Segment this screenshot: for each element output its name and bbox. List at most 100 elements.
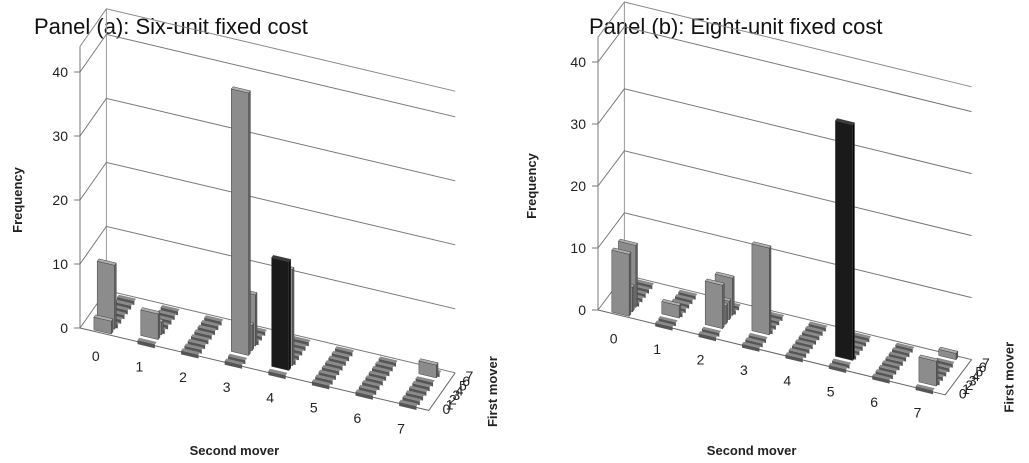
x-tick-label: 1	[136, 358, 144, 374]
zero-marker	[745, 337, 765, 344]
bar-side	[732, 275, 735, 317]
zero-marker	[117, 294, 137, 302]
zero-marker	[748, 332, 768, 340]
zero-marker	[358, 384, 378, 392]
zero-marker-side	[742, 343, 760, 352]
zero-marker	[785, 352, 805, 359]
x-tick-label: 3	[223, 379, 231, 395]
bar-side	[852, 121, 855, 362]
zero-marker	[742, 341, 762, 349]
zero-marker	[655, 320, 675, 327]
chart-panel-a: Panel (a): Six-unit fixed cost 0 10 20 30 40…	[0, 0, 514, 463]
bar	[230, 86, 251, 357]
zero-marker	[872, 373, 892, 380]
zero-marker	[157, 309, 177, 317]
bar-top	[271, 255, 292, 262]
z-tick-label: 10	[570, 240, 586, 256]
y-tick-label: 2	[965, 377, 973, 393]
y-tick-label: 6	[979, 359, 987, 375]
bar-side	[292, 266, 295, 367]
z-tick-label: 40	[570, 54, 586, 70]
x-tick-label: 1	[653, 341, 661, 357]
bar	[918, 354, 939, 387]
bar	[704, 278, 725, 330]
y-tick-label: 6	[462, 373, 470, 389]
y-axis-title: First mover	[485, 356, 500, 427]
x-tick-label: 0	[610, 330, 618, 346]
z-axis-title: Frequency	[524, 152, 539, 219]
zero-marker	[372, 365, 392, 373]
zero-marker	[634, 279, 654, 286]
zero-marker	[335, 346, 355, 353]
bar-side	[114, 262, 117, 331]
y-tick-label: 1	[962, 381, 970, 397]
zero-marker	[181, 348, 201, 355]
zero-marker	[204, 315, 224, 322]
x-tick-label: 5	[827, 383, 835, 399]
bar-side	[769, 245, 772, 336]
x-tick-label: 6	[354, 410, 362, 426]
bar-front	[751, 243, 770, 336]
zero-marker	[671, 298, 691, 305]
zero-marker	[801, 330, 821, 337]
y-tick-label: 7	[982, 355, 990, 371]
zero-marker	[415, 376, 435, 383]
zero-marker	[828, 362, 848, 370]
zero-marker	[268, 368, 288, 376]
bar-front	[704, 280, 723, 330]
bar-side	[248, 90, 251, 357]
zero-marker	[378, 356, 398, 363]
chart-walls	[597, 1, 973, 396]
z-axis-title: Frequency	[10, 166, 25, 233]
bar-side	[157, 310, 161, 341]
zero-marker	[321, 365, 341, 372]
z-tick-label: 30	[570, 116, 586, 132]
y-tick-label: 7	[466, 368, 474, 384]
zero-marker	[678, 289, 698, 297]
zero-marker	[935, 357, 955, 365]
zero-marker	[200, 320, 220, 327]
zero-marker	[228, 353, 248, 361]
zero-marker	[399, 399, 419, 407]
bar	[271, 255, 292, 372]
zero-marker	[895, 342, 915, 350]
bar-top	[661, 299, 682, 306]
bar	[751, 241, 772, 336]
bar-top	[611, 247, 632, 255]
zero-marker-side	[655, 322, 673, 331]
bars	[93, 86, 439, 379]
bar	[611, 247, 632, 318]
zero-marker-side	[399, 402, 417, 410]
y-tick-label: 3	[452, 387, 460, 403]
bar	[418, 358, 439, 379]
y-axis-title: First mover	[1001, 342, 1016, 413]
gridline	[597, 150, 972, 237]
zero-marker	[362, 380, 382, 387]
x-tick-label: 6	[870, 394, 878, 410]
x-tick-label: 7	[914, 405, 922, 421]
x-tick-label: 4	[266, 389, 274, 405]
bar-top	[918, 354, 939, 362]
y-tick-label: 5	[459, 378, 467, 394]
zero-marker	[795, 339, 815, 346]
bar-side	[251, 322, 254, 352]
bar-side	[255, 291, 258, 347]
bar-side	[288, 258, 291, 372]
zero-marker	[137, 337, 157, 345]
gridline	[597, 88, 972, 175]
zero-marker-side	[698, 333, 716, 342]
zero-marker	[808, 321, 828, 328]
zero-marker	[658, 316, 678, 323]
bar-top	[418, 358, 439, 366]
zero-marker	[375, 361, 395, 368]
zero-marker-side	[181, 350, 199, 359]
zero-marker-side	[915, 386, 933, 395]
y-tick-label: 2	[449, 392, 457, 408]
zero-marker	[402, 395, 422, 402]
bars	[611, 118, 959, 387]
zero-marker	[365, 375, 385, 382]
z-tick-label: 10	[52, 256, 68, 272]
zero-marker	[792, 343, 812, 350]
bar	[140, 307, 161, 341]
zero-marker	[368, 370, 388, 377]
